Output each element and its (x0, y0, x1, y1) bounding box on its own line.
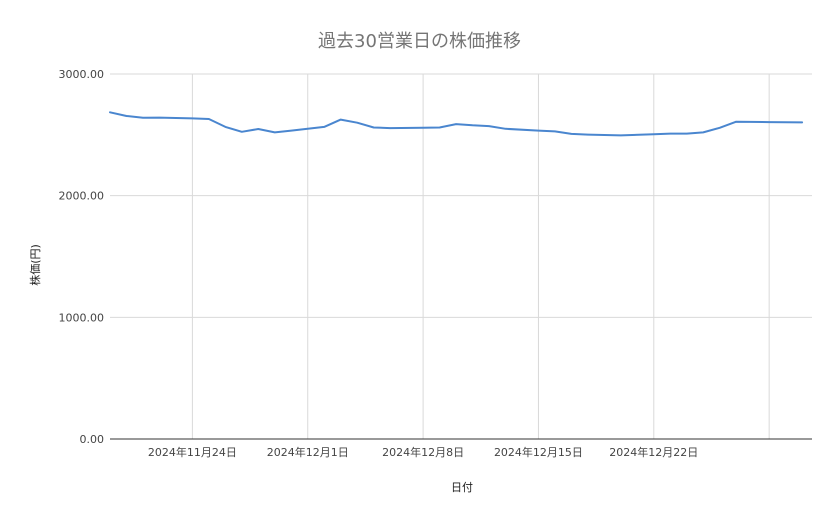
x-tick-label: 2024年12月1日 (267, 445, 349, 459)
x-tick-label: 2024年12月22日 (609, 445, 698, 459)
x-tick-label: 2024年12月8日 (382, 445, 464, 459)
y-tick-label: 2000.00 (59, 190, 105, 203)
x-axis-title: 日付 (451, 481, 473, 494)
y-tick-label: 3000.00 (59, 68, 105, 81)
y-tick-label: 1000.00 (59, 311, 105, 324)
chart-title: 過去30営業日の株価推移 (318, 31, 521, 52)
y-tick-label: 0.00 (80, 433, 105, 446)
price-series-line (109, 111, 804, 137)
x-tick-label: 2024年12月15日 (494, 445, 583, 459)
x-tick-label: 2024年11月24日 (148, 445, 237, 459)
